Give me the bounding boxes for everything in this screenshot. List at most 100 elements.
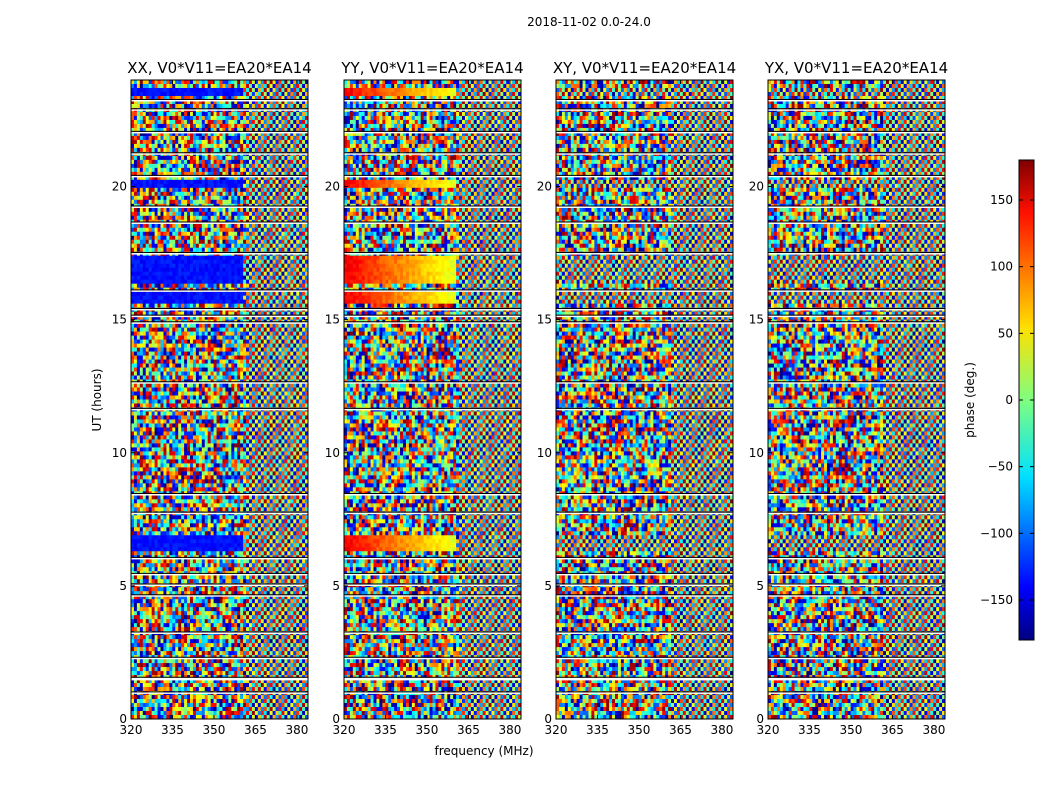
- heatmap-cell: [225, 116, 228, 120]
- heatmap-cell: [243, 160, 246, 164]
- heatmap-cell: [290, 80, 293, 84]
- heatmap-cell: [214, 144, 217, 148]
- heatmap-cell: [287, 120, 290, 124]
- heatmap-cell: [214, 164, 217, 168]
- heatmap-cell: [279, 92, 282, 96]
- heatmap-cell: [293, 80, 296, 84]
- heatmap-cell: [270, 84, 273, 88]
- heatmap-cell: [267, 136, 270, 140]
- heatmap-cell: [134, 116, 137, 120]
- heatmap-cell: [163, 112, 166, 116]
- heatmap-cell: [252, 140, 255, 144]
- heatmap-cell: [243, 156, 246, 160]
- heatmap-cell: [237, 164, 240, 168]
- heatmap-cell: [252, 160, 255, 164]
- heatmap-cell: [258, 80, 261, 84]
- heatmap-cell: [267, 160, 270, 164]
- heatmap-cell: [169, 84, 172, 88]
- heatmap-cell: [187, 112, 190, 116]
- heatmap-cell: [252, 104, 255, 108]
- heatmap-cell: [281, 92, 284, 96]
- heatmap-cell: [217, 120, 220, 124]
- heatmap-cell: [163, 144, 166, 148]
- heatmap-cell: [199, 140, 202, 144]
- heatmap-cell: [217, 144, 220, 148]
- heatmap-cell: [208, 160, 211, 164]
- heatmap-cell: [149, 80, 152, 84]
- heatmap-cell: [299, 148, 302, 152]
- heatmap-cell: [264, 160, 267, 164]
- heatmap-cell: [258, 104, 261, 108]
- heatmap-cell: [211, 144, 214, 148]
- heatmap-cell: [152, 116, 155, 120]
- heatmap-cell: [190, 84, 193, 88]
- heatmap-cell: [252, 116, 255, 120]
- heatmap-cell: [205, 136, 208, 140]
- heatmap-cell: [155, 112, 158, 116]
- heatmap-cell: [276, 164, 279, 168]
- heatmap-cell: [270, 80, 273, 84]
- heatmap-cell: [279, 116, 282, 120]
- heatmap-cell: [158, 84, 161, 88]
- heatmap-cell: [276, 80, 279, 84]
- heatmap-cell: [217, 112, 220, 116]
- heatmap-cell: [228, 124, 231, 128]
- heatmap-cell: [279, 84, 282, 88]
- heatmap-cell: [267, 104, 270, 108]
- heatmap-cell: [302, 148, 305, 152]
- heatmap-cell: [284, 88, 287, 92]
- heatmap-cell: [146, 168, 149, 172]
- heatmap-cell: [222, 84, 225, 88]
- heatmap-cell: [146, 116, 149, 120]
- heatmap-cell: [255, 124, 258, 128]
- heatmap-cell: [152, 112, 155, 116]
- heatmap-cell: [217, 92, 220, 96]
- heatmap-cell: [131, 120, 134, 124]
- heatmap-cell: [143, 112, 146, 116]
- heatmap-cell: [137, 92, 140, 96]
- heatmap-cell: [169, 88, 172, 92]
- heatmap-cell: [187, 120, 190, 124]
- heatmap-cell: [211, 156, 214, 160]
- heatmap-cell: [140, 160, 143, 164]
- heatmap-cell: [158, 148, 161, 152]
- heatmap-cell: [293, 92, 296, 96]
- heatmap-cell: [299, 84, 302, 88]
- heatmap-cell: [202, 88, 205, 92]
- heatmap-cell: [134, 164, 137, 168]
- heatmap-cell: [290, 124, 293, 128]
- heatmap-cell: [152, 144, 155, 148]
- heatmap-cell: [258, 140, 261, 144]
- heatmap-cell: [284, 112, 287, 116]
- heatmap-cell: [290, 92, 293, 96]
- heatmap-cell: [267, 92, 270, 96]
- heatmap-cell: [249, 116, 252, 120]
- heatmap-cell: [222, 160, 225, 164]
- heatmap-cell: [276, 84, 279, 88]
- heatmap-cell: [131, 116, 134, 120]
- heatmap-cell: [199, 136, 202, 140]
- heatmap-cell: [178, 140, 181, 144]
- heatmap-cell: [270, 104, 273, 108]
- heatmap-cell: [222, 124, 225, 128]
- heatmap-cell: [181, 116, 184, 120]
- heatmap-cell: [225, 80, 228, 84]
- heatmap-cell: [225, 144, 228, 148]
- heatmap-cell: [276, 124, 279, 128]
- heatmap-cell: [187, 124, 190, 128]
- heatmap-cell: [149, 144, 152, 148]
- heatmap-cell: [220, 136, 223, 140]
- heatmap-cell: [181, 120, 184, 124]
- heatmap-cell: [172, 140, 175, 144]
- heatmap-cell: [296, 120, 299, 124]
- heatmap-cell: [231, 136, 234, 140]
- heatmap-cell: [155, 104, 158, 108]
- heatmap-cell: [208, 164, 211, 168]
- heatmap-cell: [134, 140, 137, 144]
- heatmap-cell: [161, 140, 164, 144]
- heatmap-cell: [178, 124, 181, 128]
- heatmap-cell: [137, 148, 140, 152]
- heatmap-cell: [208, 140, 211, 144]
- heatmap-cell: [267, 88, 270, 92]
- heatmap-cell: [302, 92, 305, 96]
